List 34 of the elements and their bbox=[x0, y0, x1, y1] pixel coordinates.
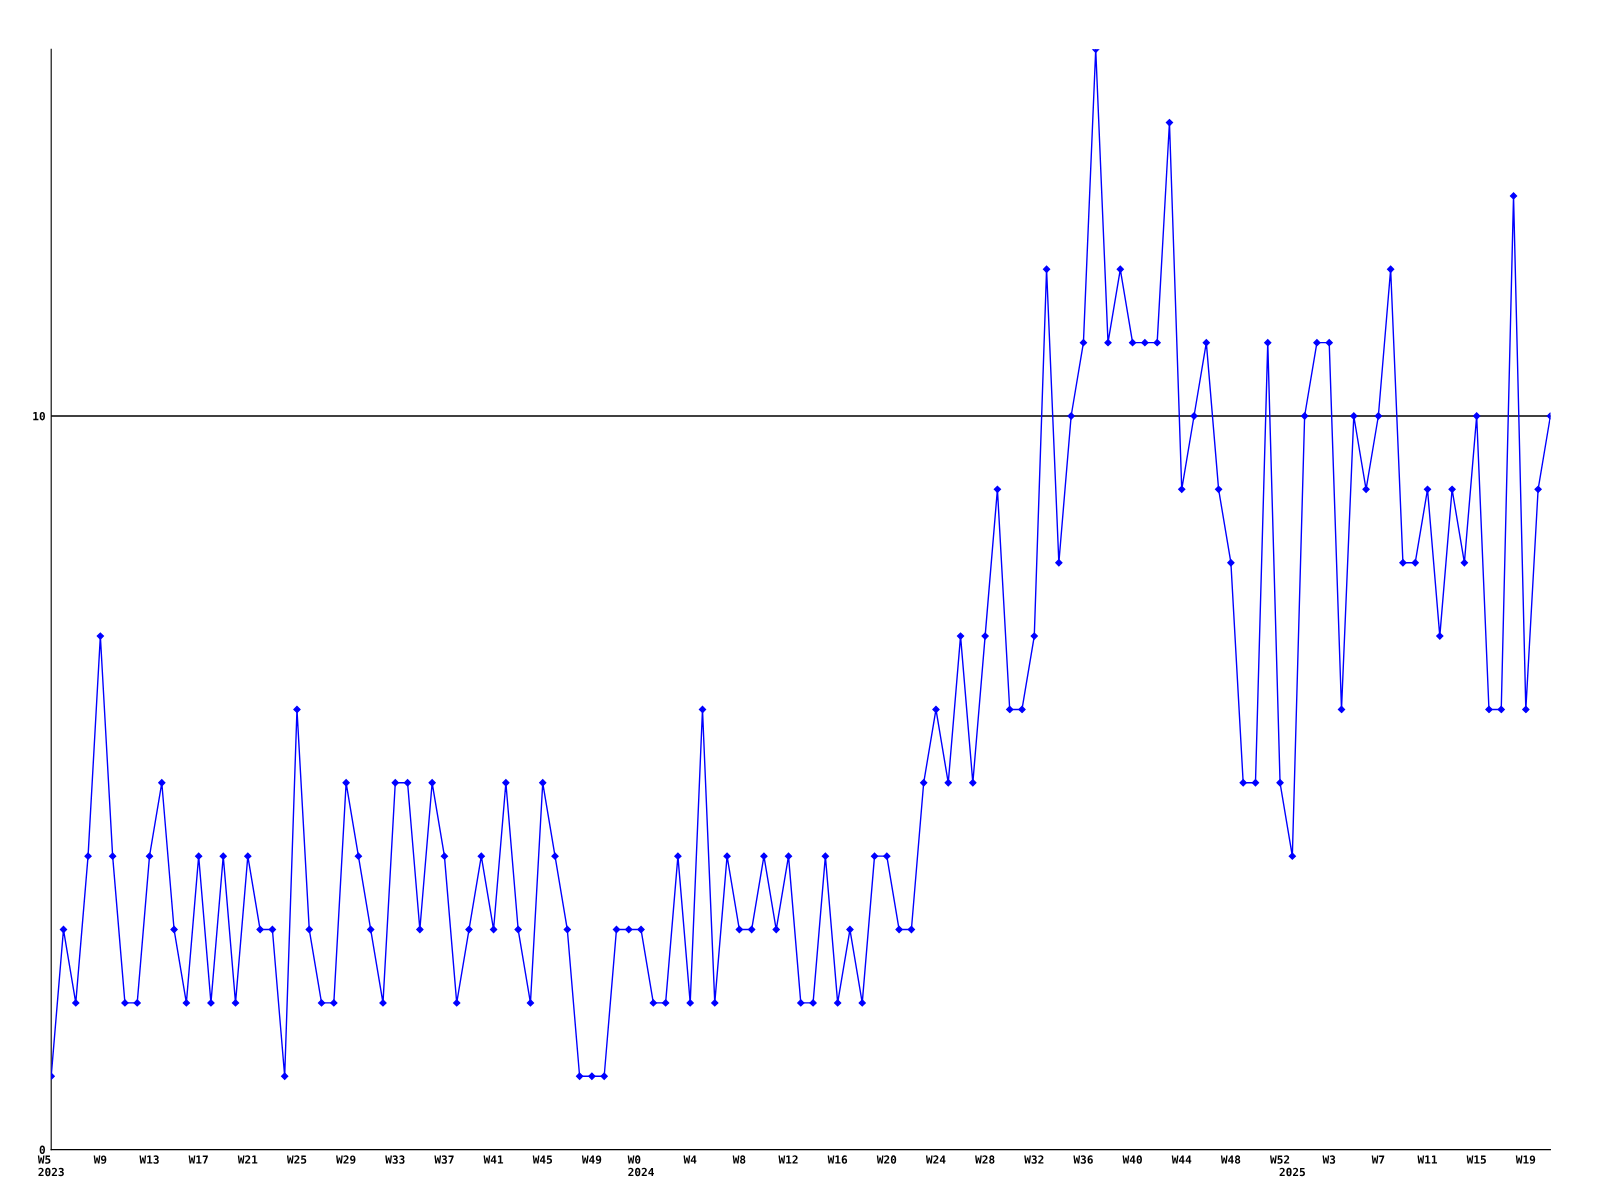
x-tick-label: W52 bbox=[1270, 1155, 1290, 1164]
x-tick-label: W28 bbox=[975, 1155, 995, 1164]
y-tick-label: 0 bbox=[39, 1145, 45, 1154]
x-tick-label: W19 bbox=[1515, 1155, 1536, 1164]
x-tick-label: W15 bbox=[1466, 1155, 1486, 1164]
x-tick-label: 2025 bbox=[1279, 1167, 1305, 1177]
x-tick-label: W4 bbox=[683, 1155, 697, 1164]
x-tick-label: W41 bbox=[483, 1155, 504, 1164]
x-tick-label: W45 bbox=[532, 1155, 553, 1164]
x-tick-label: W13 bbox=[139, 1155, 159, 1164]
x-tick-label: W8 bbox=[732, 1155, 746, 1164]
x-tick-label: W44 bbox=[1171, 1155, 1192, 1164]
x-tick-label: W24 bbox=[925, 1155, 946, 1164]
x-tick-label: W9 bbox=[93, 1155, 107, 1164]
x-tick-label: W7 bbox=[1371, 1155, 1385, 1164]
x-tick-label: W49 bbox=[581, 1155, 602, 1164]
x-tick-label: W33 bbox=[385, 1155, 405, 1164]
x-tick-label: W32 bbox=[1024, 1155, 1044, 1164]
x-tick-label: W48 bbox=[1220, 1155, 1241, 1164]
x-tick-label: W21 bbox=[237, 1155, 258, 1164]
x-tick-label: W20 bbox=[876, 1155, 897, 1164]
x-tick-label: W29 bbox=[336, 1155, 356, 1164]
y-tick-label: 10 bbox=[33, 411, 45, 421]
x-tick-label: W17 bbox=[188, 1155, 208, 1164]
x-tick-label: W5 2023 bbox=[37, 1155, 64, 1177]
x-tick-label: W16 bbox=[827, 1155, 848, 1164]
x-tick-label: W40 bbox=[1122, 1155, 1142, 1164]
x-tick-label: W37 bbox=[434, 1155, 454, 1164]
x-tick-label: W25 bbox=[286, 1155, 307, 1164]
x-tick-label: W12 bbox=[778, 1155, 798, 1164]
x-tick-label: W0 2024 bbox=[627, 1155, 654, 1177]
x-tick-label: W11 bbox=[1417, 1155, 1438, 1164]
x-tick-label: W36 bbox=[1073, 1155, 1093, 1164]
x-tick-label: W3 bbox=[1322, 1155, 1336, 1164]
